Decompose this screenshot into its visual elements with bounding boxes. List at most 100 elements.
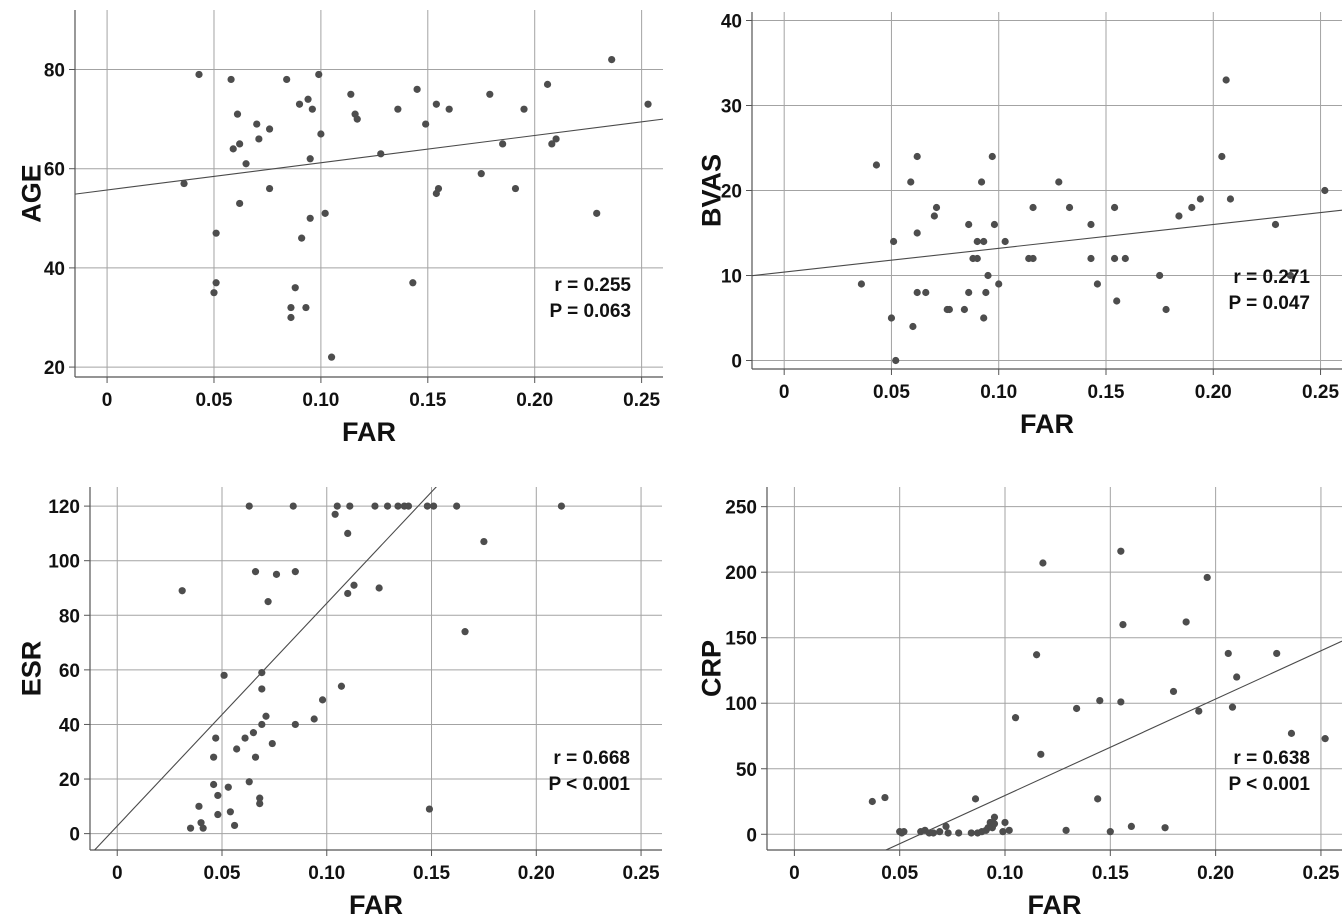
data-point [960, 305, 969, 314]
data-point [552, 135, 560, 143]
data-point [511, 184, 520, 193]
data-point [255, 135, 263, 143]
data-point [327, 353, 336, 361]
data-point [984, 271, 992, 280]
x-tick-label: 0.10 [980, 382, 1017, 403]
data-point [1087, 254, 1095, 263]
data-point [321, 209, 329, 217]
data-point [310, 715, 318, 723]
data-point [186, 824, 195, 832]
data-point [195, 70, 203, 79]
data-point [268, 739, 276, 748]
data-point [256, 794, 264, 802]
x-tick-label: 0.15 [409, 390, 446, 411]
y-tick-label: 100 [48, 552, 80, 573]
x-tick-label: 0.10 [308, 863, 345, 884]
data-point [980, 237, 988, 246]
data-point [242, 160, 250, 168]
bvas-stat-text: P = 0.047 [1228, 293, 1310, 314]
data-point [967, 829, 975, 837]
data-point [1062, 826, 1070, 834]
x-axis-label: FAR [1028, 890, 1082, 917]
data-point [1093, 280, 1102, 288]
data-point [868, 797, 876, 806]
data-point [236, 199, 244, 208]
esr-stat-text: P < 0.001 [548, 774, 630, 795]
regression-line [752, 209, 1342, 277]
crp-vs-far-panel: 0 0.05 0.10 0.15 0.20 0.25 0 50 100 150 200 250 FAR C… [696, 487, 1342, 917]
data-point [1224, 649, 1232, 658]
data-point [333, 502, 341, 510]
data-point [995, 280, 1003, 288]
x-tick-label: 0 [779, 382, 790, 403]
data-point [295, 100, 304, 108]
x-axis-label: FAR [342, 417, 396, 447]
data-point [425, 805, 434, 813]
data-point [944, 829, 952, 837]
x-tick-label: 0.05 [204, 863, 241, 884]
data-point [1321, 735, 1329, 743]
data-point [1029, 254, 1037, 263]
data-point [1065, 203, 1074, 212]
data-point [593, 209, 601, 217]
regression-line [75, 118, 663, 195]
data-point [907, 178, 915, 186]
x-tick-label: 0.05 [873, 382, 910, 403]
data-point [291, 568, 299, 576]
y-tick-label: 0 [69, 825, 80, 846]
data-point [520, 105, 528, 113]
bvas-stat-text: r = 0.271 [1233, 267, 1310, 288]
y-tick-label: 40 [59, 715, 80, 736]
esr-vs-far-panel: 0 0.05 0.10 0.15 0.20 0.25 0 20 40 60 80 100 120 FAR E… [16, 487, 662, 917]
data-point [302, 303, 310, 312]
data-point [982, 288, 990, 297]
y-tick-label: 80 [44, 61, 65, 82]
data-point [1011, 714, 1020, 722]
data-point [256, 800, 264, 808]
y-tick-label: 120 [48, 497, 80, 518]
data-point [287, 313, 295, 322]
y-tick-label: 40 [721, 12, 742, 33]
data-point [432, 100, 440, 108]
y-tick-label: 80 [59, 606, 80, 627]
data-point [233, 110, 242, 118]
data-point [287, 303, 295, 312]
data-point [1032, 651, 1041, 659]
y-tick-label: 20 [44, 358, 65, 379]
data-point [230, 821, 239, 830]
data-point [932, 203, 941, 212]
data-point [236, 140, 244, 148]
data-point [971, 795, 980, 803]
data-point [909, 322, 917, 331]
data-point [890, 237, 898, 246]
data-point [1029, 203, 1037, 212]
regression-line [93, 487, 437, 850]
y-tick-label: 60 [59, 661, 80, 682]
data-point [945, 305, 953, 314]
data-point [224, 783, 232, 791]
data-point [434, 184, 443, 193]
data-point [245, 502, 253, 510]
data-point [892, 356, 900, 365]
y-axis-label: CRP [696, 640, 726, 697]
data-point [480, 537, 488, 546]
data-point [1073, 704, 1081, 713]
data-point [1222, 76, 1230, 84]
data-point [283, 75, 291, 84]
data-point [210, 289, 218, 297]
x-tick-label: 0.20 [1195, 382, 1232, 403]
data-point [229, 145, 237, 153]
data-point [214, 810, 222, 819]
data-point [1188, 203, 1196, 212]
data-point [1037, 750, 1045, 758]
data-point [289, 502, 297, 510]
y-tick-label: 100 [725, 694, 757, 715]
age-stat-text: P = 0.063 [549, 301, 631, 322]
data-point [1218, 152, 1226, 161]
data-point [304, 95, 312, 103]
data-point [1286, 271, 1295, 280]
data-point [543, 80, 552, 88]
data-point [258, 685, 266, 693]
data-point [1094, 795, 1102, 803]
data-point [344, 529, 352, 537]
